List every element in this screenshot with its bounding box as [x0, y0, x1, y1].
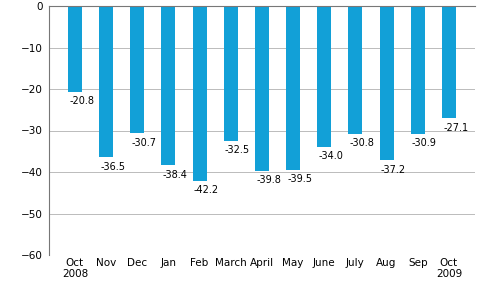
Bar	[255, 6, 268, 171]
Text: -30.8: -30.8	[349, 138, 374, 148]
Text: -39.5: -39.5	[287, 174, 312, 184]
Text: -27.1: -27.1	[442, 123, 467, 133]
Text: -38.4: -38.4	[162, 169, 187, 179]
Text: -34.0: -34.0	[318, 151, 343, 161]
Bar	[317, 6, 331, 147]
Bar	[161, 6, 175, 165]
Text: -30.7: -30.7	[131, 138, 156, 148]
Bar	[410, 6, 424, 134]
Bar	[379, 6, 393, 160]
Text: -36.5: -36.5	[100, 162, 125, 172]
Text: -37.2: -37.2	[380, 164, 405, 175]
Bar	[223, 6, 237, 141]
Bar	[99, 6, 113, 158]
Bar	[130, 6, 144, 134]
Text: -39.8: -39.8	[256, 175, 280, 185]
Text: -32.5: -32.5	[225, 145, 250, 155]
Bar	[192, 6, 206, 181]
Bar	[441, 6, 455, 118]
Text: -20.8: -20.8	[69, 97, 94, 106]
Text: -42.2: -42.2	[194, 185, 218, 195]
Bar	[68, 6, 82, 92]
Bar	[286, 6, 300, 170]
Text: -30.9: -30.9	[411, 138, 436, 148]
Bar	[348, 6, 362, 134]
